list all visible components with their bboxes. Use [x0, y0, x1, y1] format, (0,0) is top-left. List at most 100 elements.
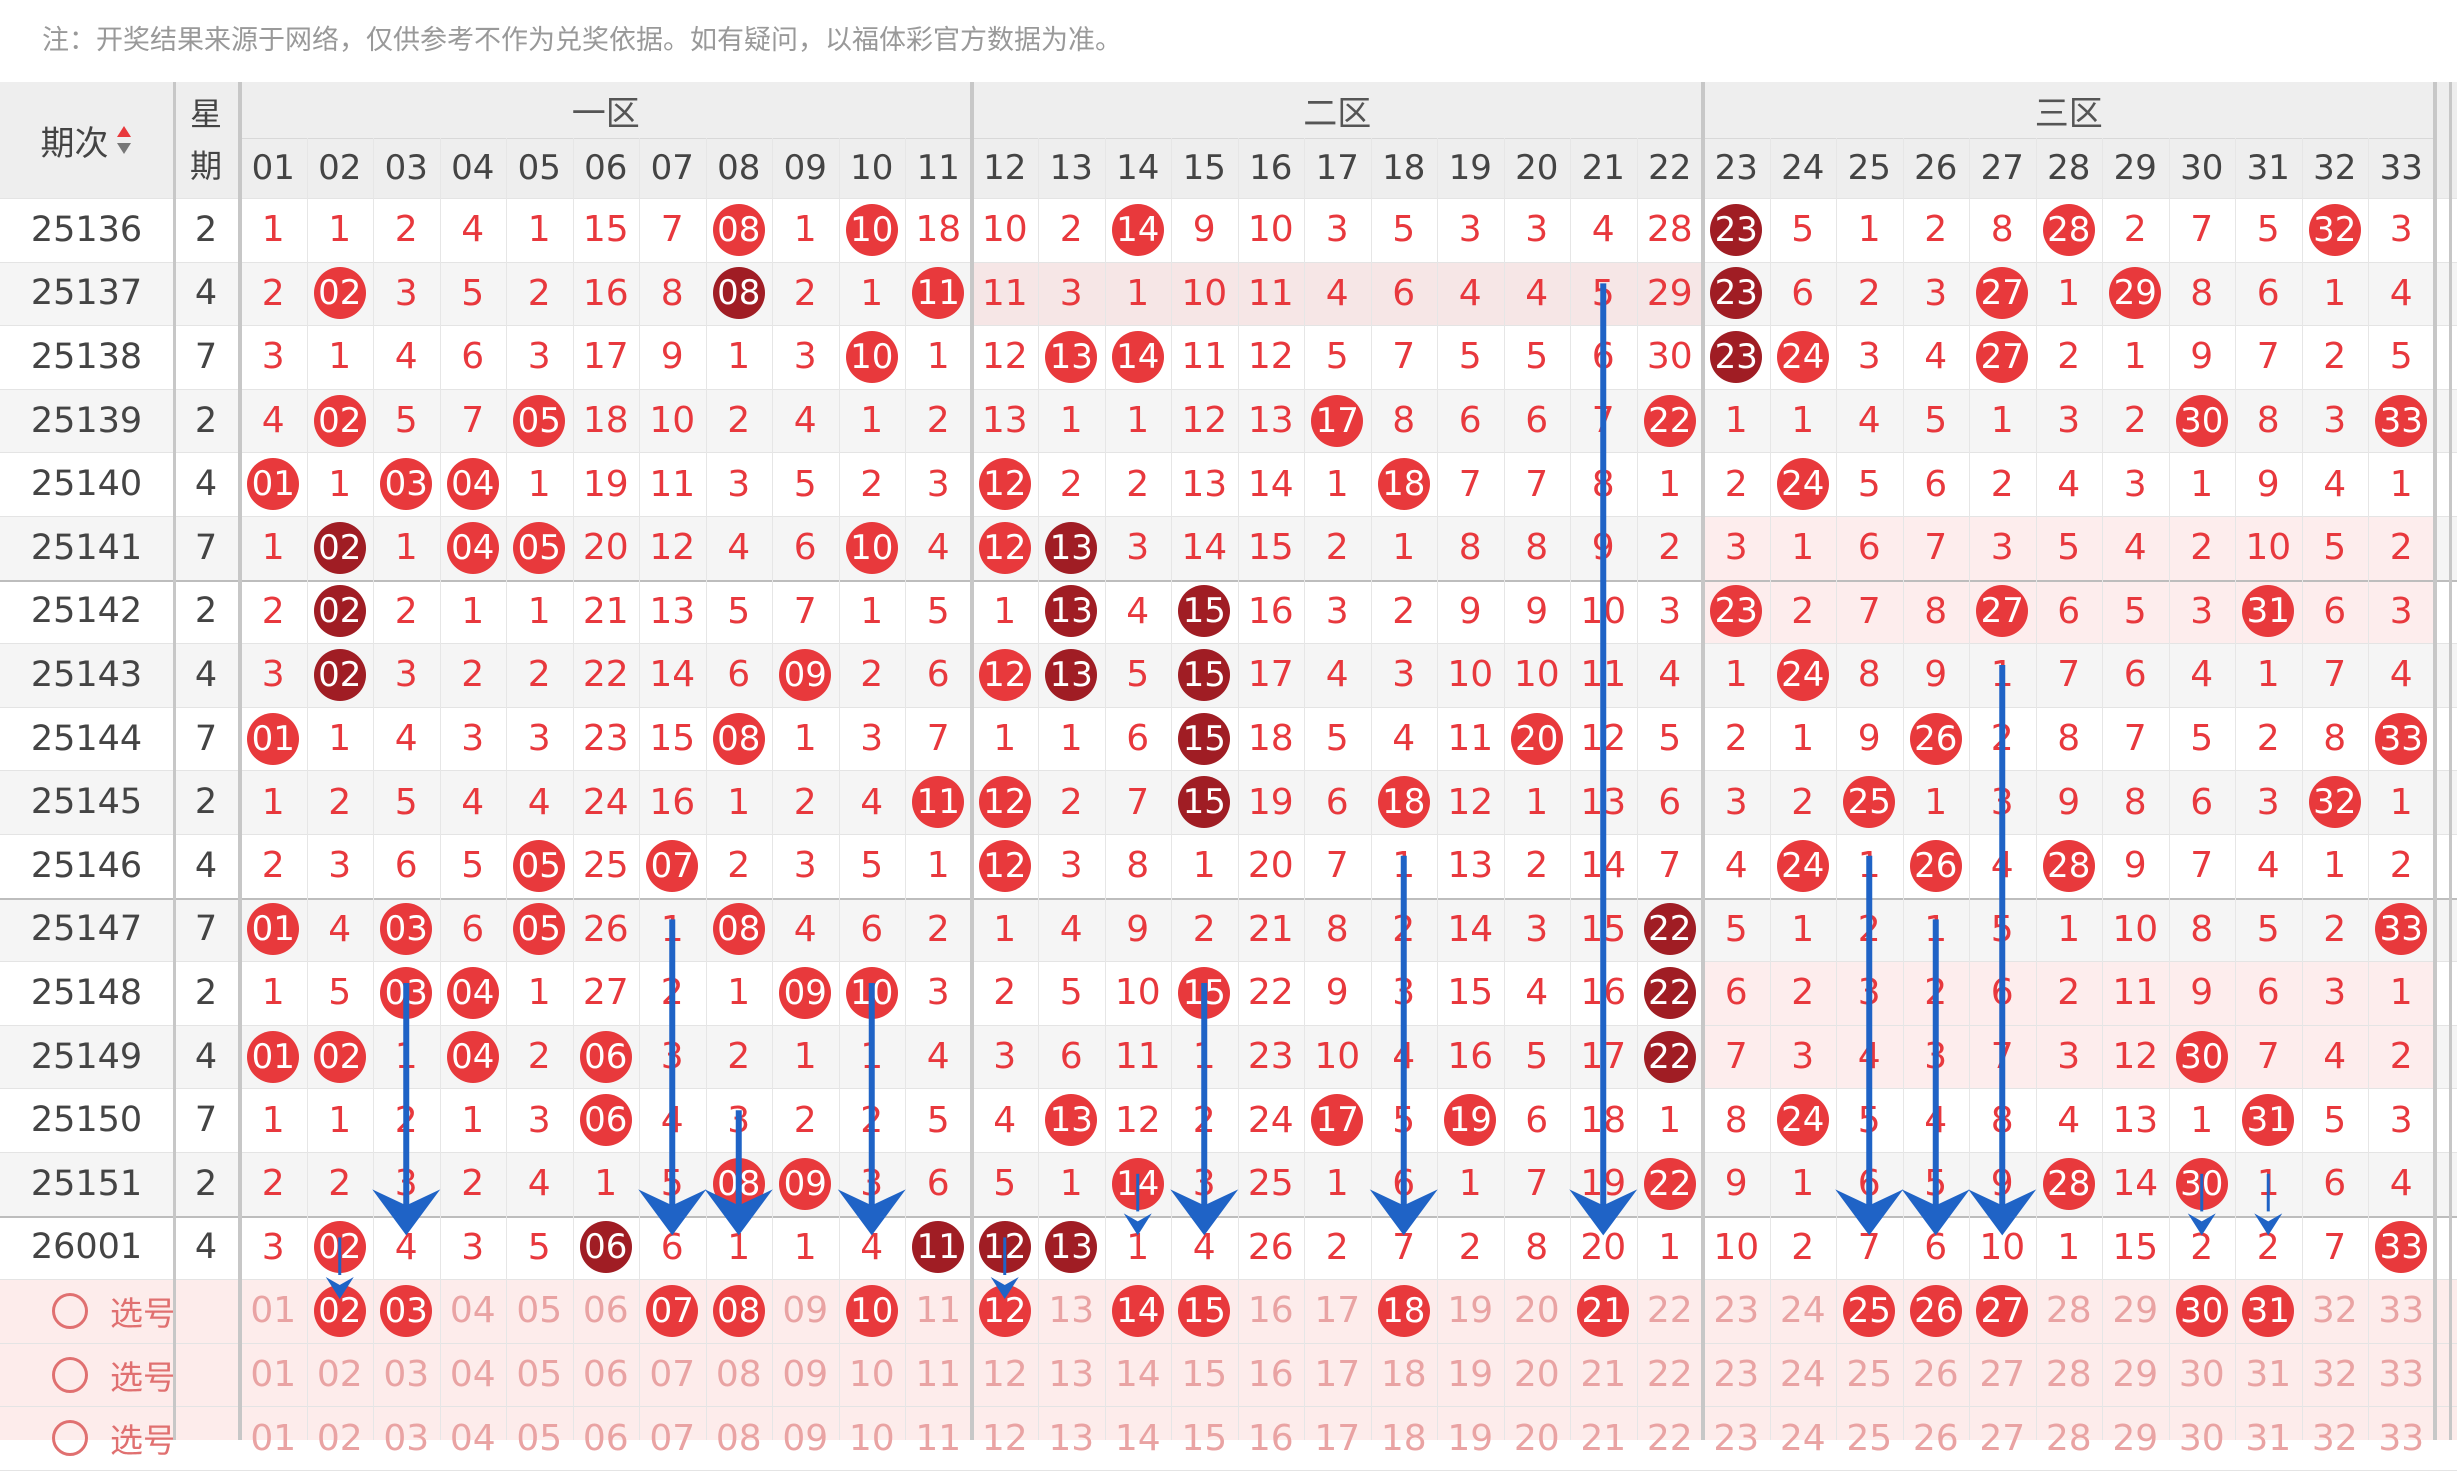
selected-pick-ball[interactable]: 02 [313, 1284, 366, 1337]
pick-number-10[interactable]: 10 [839, 1279, 906, 1343]
pick-number-30[interactable]: 30 [2178, 1354, 2225, 1396]
pick-number-12[interactable]: 12 [972, 1279, 1039, 1343]
pick-number-31[interactable]: 31 [2245, 1417, 2292, 1459]
pick-number-24[interactable]: 24 [1779, 1354, 1826, 1396]
pick-number-04[interactable]: 04 [449, 1290, 496, 1332]
pick-number-06[interactable]: 06 [582, 1417, 629, 1459]
selected-pick-ball[interactable]: 12 [978, 1284, 1031, 1337]
pick-number-33[interactable]: 33 [2378, 1290, 2425, 1332]
pick-number-15[interactable]: 15 [1181, 1417, 1228, 1459]
pick-number-11[interactable]: 11 [915, 1290, 962, 1332]
pick-number-24[interactable]: 24 [1779, 1290, 1826, 1332]
pick-number-26[interactable]: 26 [1912, 1354, 1959, 1396]
pick-number-18[interactable]: 18 [1380, 1417, 1427, 1459]
pick-number-12[interactable]: 12 [981, 1354, 1028, 1396]
pick-number-10[interactable]: 10 [848, 1354, 895, 1396]
pick-number-03[interactable]: 03 [383, 1417, 430, 1459]
pick-number-15[interactable]: 15 [1171, 1279, 1238, 1343]
selected-pick-ball[interactable]: 31 [2242, 1284, 2295, 1337]
pick-number-33[interactable]: 33 [2378, 1417, 2425, 1459]
pick-number-32[interactable]: 32 [2311, 1354, 2358, 1396]
selected-pick-ball[interactable]: 21 [1577, 1284, 1630, 1337]
pick-number-09[interactable]: 09 [782, 1354, 829, 1396]
pick-number-12[interactable]: 12 [981, 1417, 1028, 1459]
pick-number-32[interactable]: 32 [2311, 1417, 2358, 1459]
pick-number-11[interactable]: 11 [915, 1354, 962, 1396]
pick-number-09[interactable]: 09 [782, 1290, 829, 1332]
pick-number-27[interactable]: 27 [1979, 1417, 2026, 1459]
radio-icon[interactable] [52, 1420, 88, 1457]
pick-number-28[interactable]: 28 [2045, 1354, 2092, 1396]
pick-number-16[interactable]: 16 [1247, 1417, 1294, 1459]
selected-pick-ball[interactable]: 08 [712, 1284, 765, 1337]
pick-number-03[interactable]: 03 [383, 1354, 430, 1396]
pick-number-26[interactable]: 26 [1903, 1279, 1970, 1343]
pick-number-31[interactable]: 31 [2235, 1279, 2302, 1343]
pick-number-22[interactable]: 22 [1646, 1290, 1693, 1332]
selected-pick-ball[interactable]: 10 [845, 1284, 898, 1337]
pick-number-26[interactable]: 26 [1912, 1417, 1959, 1459]
pick-number-08[interactable]: 08 [715, 1354, 762, 1396]
pick-number-01[interactable]: 01 [250, 1354, 297, 1396]
pick-number-20[interactable]: 20 [1513, 1354, 1560, 1396]
pick-number-30[interactable]: 30 [2169, 1279, 2236, 1343]
pick-number-28[interactable]: 28 [2045, 1417, 2092, 1459]
pick-number-06[interactable]: 06 [582, 1290, 629, 1332]
pick-number-23[interactable]: 23 [1713, 1417, 1760, 1459]
pick-number-20[interactable]: 20 [1513, 1417, 1560, 1459]
pick-number-24[interactable]: 24 [1779, 1417, 1826, 1459]
pick-number-27[interactable]: 27 [1969, 1279, 2036, 1343]
pick-number-10[interactable]: 10 [848, 1417, 895, 1459]
pick-number-13[interactable]: 13 [1048, 1290, 1095, 1332]
pick-number-18[interactable]: 18 [1380, 1354, 1427, 1396]
pick-number-07[interactable]: 07 [649, 1354, 696, 1396]
pick-number-04[interactable]: 04 [449, 1417, 496, 1459]
pick-number-03[interactable]: 03 [373, 1279, 440, 1343]
pick-number-01[interactable]: 01 [250, 1290, 297, 1332]
period-column-header[interactable]: 期次 [0, 82, 173, 198]
pick-number-17[interactable]: 17 [1314, 1290, 1361, 1332]
pick-number-07[interactable]: 07 [649, 1417, 696, 1459]
pick-number-05[interactable]: 05 [516, 1417, 563, 1459]
pick-number-13[interactable]: 13 [1048, 1354, 1095, 1396]
selected-pick-ball[interactable]: 07 [646, 1284, 699, 1337]
radio-icon[interactable] [52, 1356, 88, 1393]
pick-row-selector[interactable]: 选号 [52, 1406, 239, 1470]
pick-number-14[interactable]: 14 [1105, 1279, 1172, 1343]
selected-pick-ball[interactable]: 15 [1178, 1284, 1231, 1337]
pick-number-32[interactable]: 32 [2311, 1290, 2358, 1332]
pick-number-11[interactable]: 11 [915, 1417, 962, 1459]
pick-number-19[interactable]: 19 [1447, 1354, 1494, 1396]
selected-pick-ball[interactable]: 30 [2175, 1284, 2228, 1337]
pick-number-09[interactable]: 09 [782, 1417, 829, 1459]
pick-number-05[interactable]: 05 [516, 1354, 563, 1396]
pick-number-13[interactable]: 13 [1048, 1417, 1095, 1459]
pick-number-33[interactable]: 33 [2378, 1354, 2425, 1396]
pick-number-21[interactable]: 21 [1580, 1354, 1627, 1396]
selected-pick-ball[interactable]: 03 [380, 1284, 433, 1337]
selected-pick-ball[interactable]: 27 [1976, 1284, 2029, 1337]
pick-number-14[interactable]: 14 [1114, 1354, 1161, 1396]
pick-number-20[interactable]: 20 [1513, 1290, 1560, 1332]
pick-number-29[interactable]: 29 [2112, 1417, 2159, 1459]
pick-number-21[interactable]: 21 [1570, 1279, 1637, 1343]
pick-row-selector[interactable]: 选号 [52, 1343, 239, 1407]
pick-number-29[interactable]: 29 [2112, 1290, 2159, 1332]
pick-number-25[interactable]: 25 [1836, 1279, 1903, 1343]
pick-number-15[interactable]: 15 [1181, 1354, 1228, 1396]
pick-number-05[interactable]: 05 [516, 1290, 563, 1332]
pick-number-19[interactable]: 19 [1447, 1417, 1494, 1459]
pick-row-selector[interactable]: 选号 [52, 1279, 239, 1343]
pick-number-21[interactable]: 21 [1580, 1417, 1627, 1459]
selected-pick-ball[interactable]: 14 [1111, 1284, 1164, 1337]
pick-number-25[interactable]: 25 [1846, 1354, 1893, 1396]
sort-up-down-icon[interactable] [115, 124, 133, 156]
pick-number-08[interactable]: 08 [706, 1279, 773, 1343]
pick-number-29[interactable]: 29 [2112, 1354, 2159, 1396]
pick-number-23[interactable]: 23 [1713, 1290, 1760, 1332]
pick-number-17[interactable]: 17 [1314, 1354, 1361, 1396]
pick-number-16[interactable]: 16 [1247, 1354, 1294, 1396]
pick-number-22[interactable]: 22 [1646, 1417, 1693, 1459]
pick-number-27[interactable]: 27 [1979, 1354, 2026, 1396]
pick-number-23[interactable]: 23 [1713, 1354, 1760, 1396]
